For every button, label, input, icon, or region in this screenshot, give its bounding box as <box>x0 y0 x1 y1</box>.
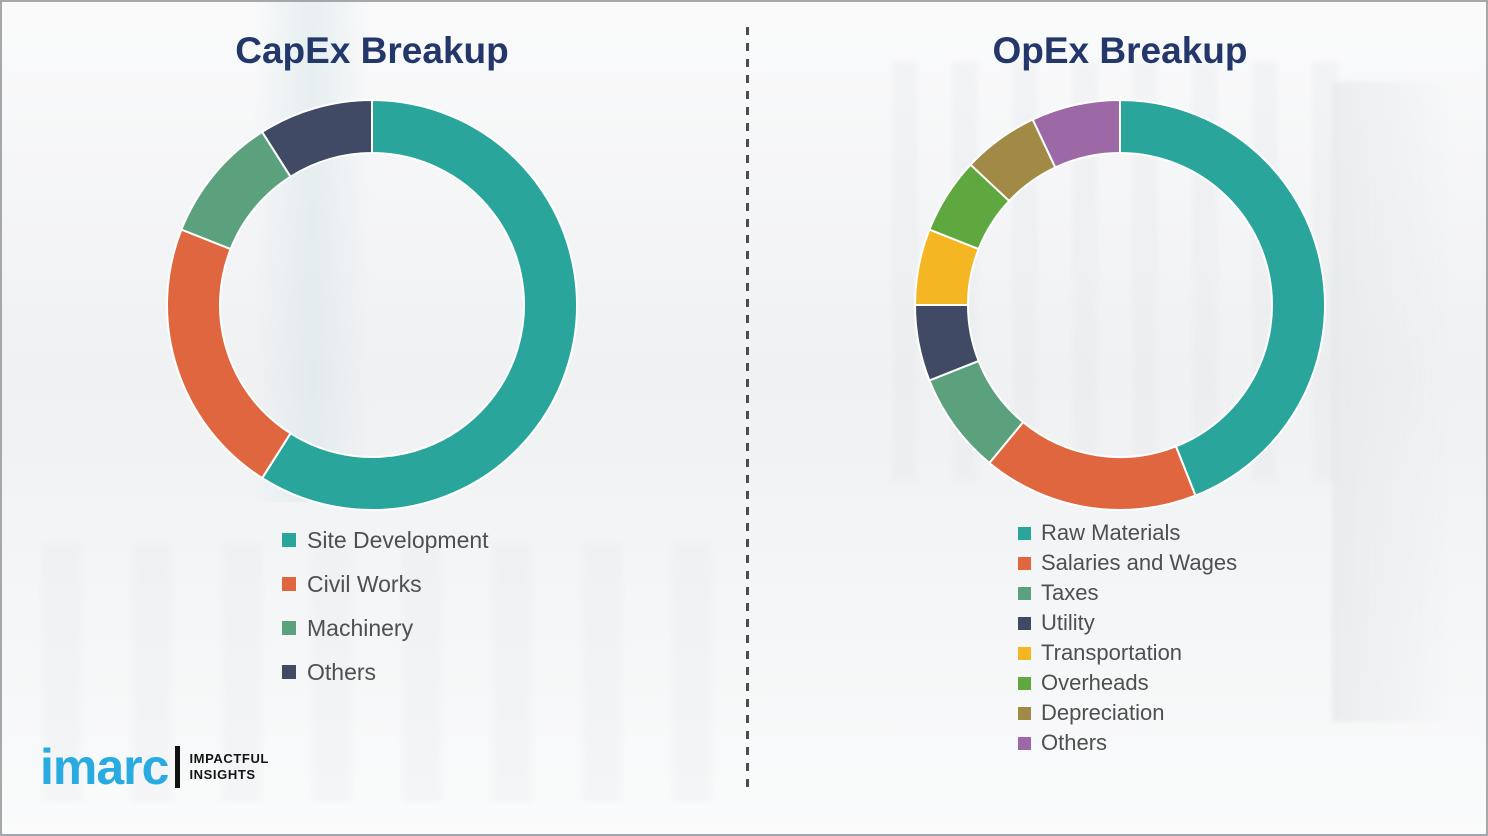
donut-segment-raw-materials <box>1119 99 1326 497</box>
donut-segment-salaries-and-wages <box>988 421 1197 511</box>
imarc-logo-tagline: IMPACTFUL INSIGHTS <box>189 751 269 782</box>
imarc-tagline-line1: IMPACTFUL <box>189 751 269 767</box>
legend-item-machinery: Machinery <box>282 606 489 650</box>
opex-donut-chart <box>910 95 1330 515</box>
legend-item-utility: Utility <box>1018 608 1237 638</box>
legend-swatch-others <box>282 665 296 679</box>
legend-label-salaries-and-wages: Salaries and Wages <box>1041 550 1238 575</box>
legend-label-depreciation: Depreciation <box>1041 700 1165 725</box>
background-watermark-edge <box>1332 82 1452 722</box>
legend-item-raw-materials: Raw Materials <box>1018 518 1237 548</box>
capex-donut-chart <box>162 95 582 515</box>
legend-item-transportation: Transportation <box>1018 638 1237 668</box>
legend-label-others: Others <box>1041 730 1108 755</box>
opex-legend: Raw Materials Salaries and Wages Taxes Util… <box>1018 518 1237 758</box>
legend-swatch-depreciation <box>1018 706 1031 720</box>
imarc-tagline-line2: INSIGHTS <box>189 767 256 782</box>
legend-item-others: Others <box>282 650 489 694</box>
legend-label-machinery: Machinery <box>307 614 414 641</box>
donut-segment-others <box>1031 99 1121 169</box>
legend-item-taxes: Taxes <box>1018 578 1237 608</box>
legend-swatch-overheads <box>1018 676 1031 690</box>
opex-chart-title: OpEx Breakup <box>992 30 1248 71</box>
legend-item-salaries-and-wages: Salaries and Wages <box>1018 548 1237 578</box>
legend-label-site-development: Site Development <box>307 526 489 553</box>
legend-swatch-site-development <box>282 533 296 547</box>
legend-label-transportation: Transportation <box>1041 640 1183 665</box>
legend-swatch-transportation <box>1018 646 1031 660</box>
legend-label-utility: Utility <box>1041 610 1095 635</box>
vertical-dashed-divider <box>746 27 749 793</box>
legend-item-site-development: Site Development <box>282 518 489 562</box>
legend-label-raw-materials: Raw Materials <box>1041 520 1181 545</box>
imarc-logo: imarc IMPACTFUL INSIGHTS <box>40 742 269 792</box>
legend-item-civil-works: Civil Works <box>282 562 489 606</box>
legend-swatch-machinery <box>282 621 296 635</box>
legend-label-taxes: Taxes <box>1041 580 1099 605</box>
legend-item-others: Others <box>1018 728 1237 758</box>
opex-breakup-svg <box>914 99 1326 511</box>
donut-segment-site-development <box>261 99 578 511</box>
imarc-logo-divider-bar <box>175 746 181 788</box>
legend-label-others: Others <box>307 658 377 685</box>
legend-item-overheads: Overheads <box>1018 668 1237 698</box>
legend-swatch-civil-works <box>282 577 296 591</box>
legend-swatch-others <box>1018 736 1031 750</box>
donut-segment-civil-works <box>166 228 292 480</box>
legend-label-civil-works: Civil Works <box>307 570 422 597</box>
capex-chart-title: CapEx Breakup <box>235 30 509 71</box>
capex-breakup-svg <box>166 99 578 511</box>
legend-swatch-taxes <box>1018 586 1031 600</box>
legend-swatch-raw-materials <box>1018 526 1031 540</box>
imarc-logo-wordmark: imarc <box>40 739 169 795</box>
legend-label-overheads: Overheads <box>1041 670 1149 695</box>
donut-segment-others <box>261 99 373 178</box>
legend-swatch-salaries-and-wages <box>1018 556 1031 570</box>
legend-swatch-utility <box>1018 616 1031 630</box>
legend-item-depreciation: Depreciation <box>1018 698 1237 728</box>
capex-legend: Site Development Civil Works Machinery Othe… <box>282 518 489 694</box>
